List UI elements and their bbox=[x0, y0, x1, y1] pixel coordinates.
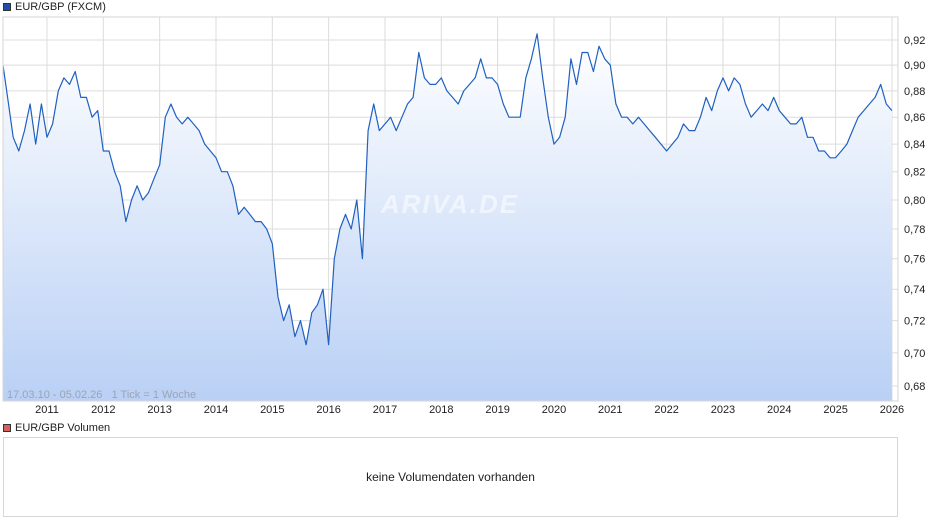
svg-text:0,78: 0,78 bbox=[904, 224, 925, 236]
x-axis-labels: 2011 2012 2013 2014 2015 2016 2017 2018 2019 2020… bbox=[35, 404, 904, 416]
svg-text:2013: 2013 bbox=[147, 404, 171, 416]
volume-empty-message: keine Volumendaten vorhanden bbox=[366, 470, 535, 484]
svg-text:0,72: 0,72 bbox=[904, 316, 925, 328]
volume-legend-swatch bbox=[3, 424, 11, 432]
svg-text:2023: 2023 bbox=[711, 404, 735, 416]
svg-text:0,88: 0,88 bbox=[904, 86, 925, 98]
watermark: ARIVA.DE bbox=[380, 189, 519, 219]
svg-text:2017: 2017 bbox=[373, 404, 397, 416]
svg-text:2025: 2025 bbox=[823, 404, 847, 416]
price-line bbox=[2, 33, 893, 346]
svg-text:2015: 2015 bbox=[260, 404, 284, 416]
svg-text:0,90: 0,90 bbox=[904, 60, 925, 72]
svg-text:0,74: 0,74 bbox=[904, 284, 925, 296]
svg-text:0,82: 0,82 bbox=[904, 167, 925, 179]
svg-text:2012: 2012 bbox=[91, 404, 115, 416]
svg-text:2026: 2026 bbox=[880, 404, 904, 416]
svg-text:2014: 2014 bbox=[204, 404, 228, 416]
volume-legend: EUR/GBP Volumen bbox=[3, 422, 110, 434]
svg-text:2024: 2024 bbox=[767, 404, 791, 416]
svg-text:0,80: 0,80 bbox=[904, 195, 925, 207]
svg-text:0,76: 0,76 bbox=[904, 254, 925, 266]
svg-text:2020: 2020 bbox=[542, 404, 566, 416]
svg-text:0,68: 0,68 bbox=[904, 381, 925, 393]
svg-text:2022: 2022 bbox=[654, 404, 678, 416]
svg-text:0,92: 0,92 bbox=[904, 35, 925, 47]
svg-text:2011: 2011 bbox=[35, 404, 59, 416]
volume-legend-label: EUR/GBP Volumen bbox=[15, 422, 111, 434]
svg-text:2018: 2018 bbox=[429, 404, 453, 416]
svg-text:2019: 2019 bbox=[485, 404, 509, 416]
svg-text:2016: 2016 bbox=[316, 404, 340, 416]
range-info: 17.03.10 - 05.02.26 1 Tick = 1 Woche bbox=[7, 389, 196, 401]
volume-panel: keine Volumendaten vorhanden bbox=[3, 437, 898, 517]
price-legend-swatch bbox=[3, 3, 11, 11]
price-legend: EUR/GBP (FXCM) bbox=[3, 1, 106, 13]
svg-text:0,86: 0,86 bbox=[904, 112, 925, 124]
price-chart: ARIVA.DE 0,68 0,70 0,72 0,74 0,76 0,78 0,80 0,8… bbox=[2, 16, 925, 416]
price-legend-label: EUR/GBP (FXCM) bbox=[15, 1, 106, 13]
svg-text:2021: 2021 bbox=[598, 404, 622, 416]
y-axis-labels: 0,68 0,70 0,72 0,74 0,76 0,78 0,80 0,82 0,84 0,86… bbox=[904, 35, 925, 393]
plot-border bbox=[2, 16, 899, 402]
svg-text:0,84: 0,84 bbox=[904, 139, 925, 151]
svg-text:0,70: 0,70 bbox=[904, 348, 925, 360]
price-area bbox=[3, 33, 892, 402]
